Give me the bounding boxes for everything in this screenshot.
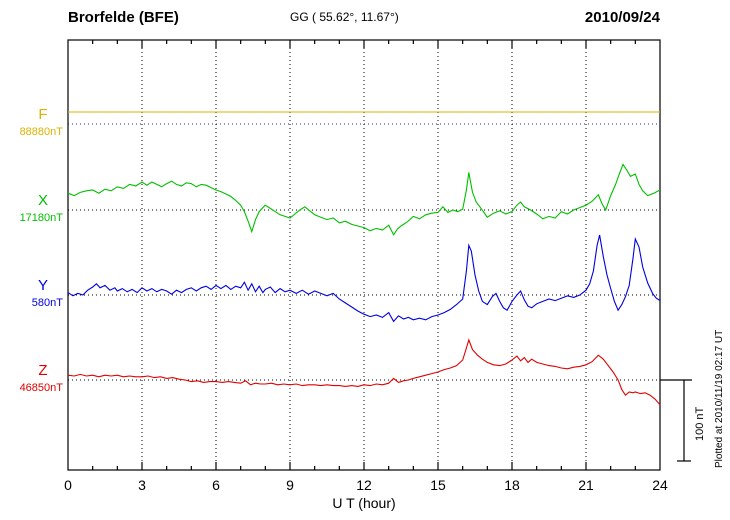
series-name-X: X [38, 192, 48, 209]
x-tick-label: 15 [430, 477, 446, 493]
series-baseline-value-Y: 580nT [32, 297, 63, 309]
tick-layer: 0 3 6 9 12 15 18 21 24 [64, 40, 668, 493]
coordinates-label: GG ( 55.62°, 11.67°) [290, 10, 399, 24]
series-baseline-value-X: 17180nT [20, 212, 64, 224]
series-baseline-value-Z: 46850nT [20, 382, 64, 394]
x-tick-label: 0 [64, 477, 72, 493]
series-name-Z: Z [38, 362, 47, 379]
trace-Y [67, 234, 661, 323]
series-baseline-value-F: 88880nT [20, 126, 64, 138]
x-tick-label: 24 [652, 477, 668, 493]
scale-bar-label: 100 nT [694, 406, 706, 441]
trace-layer [67, 111, 661, 406]
series-label-layer: F 88880nT X 17180nT Y 580nT Z 46850nT [20, 106, 64, 394]
date-label: 2010/09/24 [585, 9, 661, 26]
x-axis-title: U T (hour) [332, 495, 395, 511]
x-tick-label: 9 [286, 477, 294, 493]
series-name-Y: Y [38, 277, 48, 294]
series-name-F: F [38, 106, 47, 123]
x-tick-label: 12 [356, 477, 372, 493]
scale-bar: 100 nT [660, 379, 706, 462]
grid-layer [141, 40, 587, 470]
x-tick-label: 6 [212, 477, 220, 493]
trace-Z [67, 338, 661, 406]
baseline-layer [68, 123, 660, 381]
station-title: Brorfelde (BFE) [68, 9, 179, 26]
plotted-at-note: Plotted at 2010/11/19 02:17 UT [714, 330, 725, 468]
x-tick-label: 21 [578, 477, 594, 493]
trace-X [67, 163, 661, 236]
x-tick-label: 3 [138, 477, 146, 493]
x-tick-label: 18 [504, 477, 520, 493]
